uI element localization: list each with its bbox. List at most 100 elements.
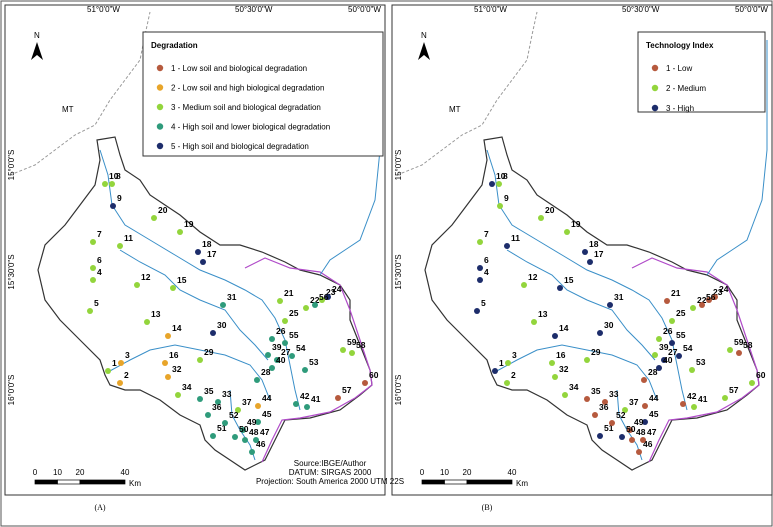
site-point xyxy=(619,434,625,440)
legend-title: Degradation xyxy=(151,41,198,50)
site-point xyxy=(303,305,309,311)
site-label: 12 xyxy=(141,272,151,282)
site-label: 40 xyxy=(276,355,286,365)
north-label: N xyxy=(421,31,427,40)
site-label: 32 xyxy=(559,364,569,374)
site-point xyxy=(607,302,613,308)
site-point xyxy=(609,420,615,426)
site-point xyxy=(197,357,203,363)
site-label: 16 xyxy=(556,350,566,360)
latitude-label: 15°0'0"S xyxy=(7,150,16,181)
site-point xyxy=(90,265,96,271)
site-label: 59 xyxy=(347,337,357,347)
site-point xyxy=(110,203,116,209)
site-label: 32 xyxy=(172,364,182,374)
scale-tick-label: 10 xyxy=(53,468,62,477)
site-label: 40 xyxy=(663,355,673,365)
map-panel: MT N 51°0'0"W 50°30'0"W 50°0'0"W 15°0'0"S 15°3… xyxy=(391,4,773,512)
site-label: 46 xyxy=(643,439,653,449)
site-label: 11 xyxy=(511,233,520,243)
site-label: 45 xyxy=(649,409,659,419)
site-point xyxy=(220,302,226,308)
map-panel: MT N 51°0'0"W 50°30'0"W 50°0'0"W 15°0'0"S 15°3… xyxy=(4,4,404,512)
site-point xyxy=(699,302,705,308)
site-label: 5 xyxy=(481,298,486,308)
site-point xyxy=(109,181,115,187)
site-label: 24 xyxy=(332,284,342,294)
site-point xyxy=(664,298,670,304)
site-label: 23 xyxy=(713,287,723,297)
site-label: 55 xyxy=(289,330,299,340)
site-point xyxy=(749,380,755,386)
site-point xyxy=(362,380,368,386)
source-text: Projection: South America 2000 UTM 22S xyxy=(256,477,404,486)
legend-label: 1 - Low soil and biological degradation xyxy=(171,64,307,73)
site-label: 21 xyxy=(284,288,294,298)
site-point xyxy=(642,419,648,425)
panel-label: (A) xyxy=(94,503,105,512)
site-label: 15 xyxy=(564,275,574,285)
site-point xyxy=(195,249,201,255)
site-label: 11 xyxy=(124,233,133,243)
site-label: 17 xyxy=(594,249,604,259)
site-point xyxy=(538,215,544,221)
site-label: 20 xyxy=(158,205,168,215)
site-label: 22 xyxy=(310,295,320,305)
site-label: 60 xyxy=(756,370,766,380)
site-label: 4 xyxy=(484,267,489,277)
site-point xyxy=(87,308,93,314)
longitude-label: 51°0'0"W xyxy=(87,5,120,14)
legend: Technology Index 1 - Low 2 - Medium 3 - Hig… xyxy=(637,31,766,113)
legend-label: 4 - High soil and lower biological degra… xyxy=(171,123,330,132)
site-label: 18 xyxy=(589,239,599,249)
site-point xyxy=(242,437,248,443)
scale-tick-label: 0 xyxy=(33,468,38,477)
site-point xyxy=(90,239,96,245)
site-label: 41 xyxy=(698,394,708,404)
site-label: 41 xyxy=(311,394,321,404)
site-label: 37 xyxy=(629,397,639,407)
scale-segment xyxy=(421,479,445,485)
latitude-label: 15°30'0"S xyxy=(7,254,16,289)
site-label: 33 xyxy=(222,389,232,399)
site-point xyxy=(592,412,598,418)
panel-frame xyxy=(391,4,773,496)
legend-swatch xyxy=(651,64,659,72)
site-point xyxy=(505,360,511,366)
site-label: 2 xyxy=(124,370,129,380)
state-border xyxy=(396,11,538,176)
north-arrow xyxy=(418,42,430,60)
site-label: 57 xyxy=(729,385,739,395)
site-point xyxy=(531,319,537,325)
latitude-label: 16°0'0"S xyxy=(7,375,16,406)
site-point xyxy=(151,215,157,221)
site-label: 51 xyxy=(217,423,227,433)
site-point xyxy=(552,374,558,380)
site-point xyxy=(496,181,502,187)
site-point xyxy=(117,243,123,249)
river xyxy=(107,344,271,401)
site-label: 33 xyxy=(609,389,619,399)
site-label: 3 xyxy=(512,350,517,360)
site-point xyxy=(690,305,696,311)
site-label: 36 xyxy=(599,402,609,412)
site-label: 37 xyxy=(242,397,252,407)
site-point xyxy=(269,365,275,371)
site-point xyxy=(175,392,181,398)
river xyxy=(506,249,656,361)
site-point xyxy=(118,360,124,366)
site-label: 34 xyxy=(182,382,192,392)
site-point xyxy=(240,427,246,433)
site-point xyxy=(712,294,718,300)
site-point xyxy=(669,318,675,324)
site-label: 44 xyxy=(262,393,272,403)
site-label: 6 xyxy=(97,255,102,265)
state-label: MT xyxy=(449,105,461,114)
site-point xyxy=(144,319,150,325)
site-point xyxy=(117,380,123,386)
site-label: 14 xyxy=(172,323,182,333)
site-label: 60 xyxy=(369,370,379,380)
site-label: 7 xyxy=(97,229,102,239)
site-point xyxy=(489,181,495,187)
